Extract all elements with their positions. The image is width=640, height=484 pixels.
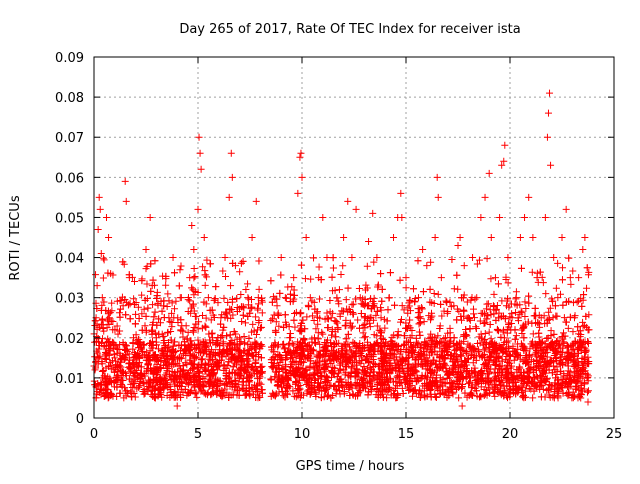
chart-background <box>0 0 640 480</box>
